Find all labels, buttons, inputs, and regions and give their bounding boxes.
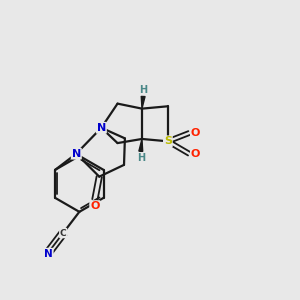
Text: N: N — [97, 123, 106, 133]
Text: H: H — [137, 153, 145, 163]
Text: O: O — [191, 128, 200, 138]
Polygon shape — [141, 96, 145, 109]
Text: O: O — [191, 149, 200, 159]
Text: O: O — [90, 201, 100, 211]
Text: S: S — [164, 136, 172, 146]
Text: N: N — [72, 149, 81, 159]
Text: H: H — [139, 85, 147, 95]
Text: C: C — [60, 229, 67, 238]
Polygon shape — [139, 139, 143, 152]
Text: N: N — [44, 249, 53, 259]
